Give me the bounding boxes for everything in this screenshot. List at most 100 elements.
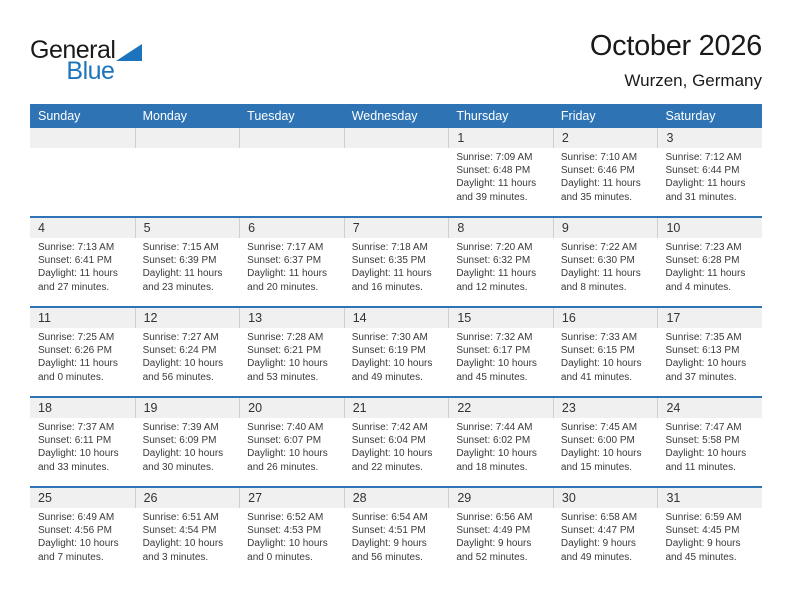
sunrise-text: Sunrise: 7:10 AM	[560, 152, 638, 163]
day-number	[134, 128, 240, 148]
daylight-text: Daylight: 10 hours	[456, 358, 537, 370]
sunset-text: Sunset: 6:44 PM	[665, 165, 740, 177]
weekday-header-friday: Friday	[560, 109, 596, 123]
daylight-text: Daylight: 11 hours	[560, 178, 641, 190]
sunset-text: Sunset: 4:47 PM	[560, 525, 635, 537]
daylight-text: Daylight: 11 hours	[665, 178, 746, 190]
sunrise-text: Sunrise: 7:27 AM	[142, 332, 219, 343]
daylight-text-cont: and 31 minutes.	[665, 191, 737, 203]
day-cell-15: 15 Sunrise: 7:32 AM Sunset: 6:17 PM Dayligh…	[448, 308, 553, 396]
day-number: 22	[448, 398, 553, 418]
weekday-header-wednesday: Wednesday	[351, 109, 418, 123]
day-cell-30: 30 Sunrise: 6:58 AM Sunset: 4:47 PM Dayligh…	[552, 488, 658, 576]
sunset-text: Sunset: 6:17 PM	[456, 345, 531, 357]
day-number: 21	[343, 398, 449, 418]
sunset-text: Sunset: 6:35 PM	[351, 255, 426, 267]
day-details: Sunrise: 7:28 AM Sunset: 6:21 PM Daylight:…	[239, 328, 344, 384]
day-number: 2	[552, 128, 658, 148]
day-details: Sunrise: 7:45 AM Sunset: 6:00 PM Daylight:…	[553, 418, 658, 474]
day-number: 18	[30, 398, 135, 418]
sunset-text: Sunset: 6:30 PM	[560, 255, 635, 267]
sunset-text: Sunset: 6:02 PM	[456, 435, 531, 447]
daylight-text-cont: and 16 minutes.	[351, 281, 423, 293]
day-details: Sunrise: 7:10 AM Sunset: 6:46 PM Daylight:…	[553, 148, 658, 204]
page-header: General Blue October 2026 Wurzen, German…	[30, 0, 762, 104]
day-cell-14: 14 Sunrise: 7:30 AM Sunset: 6:19 PM Dayligh…	[343, 308, 449, 396]
daylight-text: Daylight: 10 hours	[351, 358, 433, 370]
sunset-text: Sunset: 6:07 PM	[247, 435, 322, 447]
daylight-text: Daylight: 10 hours	[560, 448, 642, 460]
daylight-text-cont: and 27 minutes.	[38, 281, 110, 293]
day-number: 5	[134, 218, 240, 238]
day-cell-9: 9 Sunrise: 7:22 AM Sunset: 6:30 PM Daylight…	[552, 218, 658, 306]
day-number: 27	[239, 488, 344, 508]
sunrise-text: Sunrise: 7:35 AM	[665, 332, 742, 343]
day-cell-empty	[343, 128, 449, 216]
daylight-text: Daylight: 11 hours	[456, 268, 537, 280]
day-cell-1: 1 Sunrise: 7:09 AM Sunset: 6:48 PM Daylight…	[448, 128, 553, 216]
day-details: Sunrise: 7:09 AM Sunset: 6:48 PM Daylight:…	[448, 148, 553, 204]
weekday-header-thursday: Thursday	[456, 109, 509, 123]
sunrise-text: Sunrise: 7:15 AM	[142, 242, 219, 253]
sunset-text: Sunset: 4:51 PM	[351, 525, 426, 537]
daylight-text-cont: and 33 minutes.	[38, 461, 110, 473]
daylight-text-cont: and 49 minutes.	[560, 551, 633, 563]
day-cell-7: 7 Sunrise: 7:18 AM Sunset: 6:35 PM Daylight…	[343, 218, 449, 306]
daylight-text-cont: and 53 minutes.	[247, 371, 319, 383]
day-cell-31: 31 Sunrise: 6:59 AM Sunset: 4:45 PM Dayligh…	[657, 488, 763, 576]
day-number: 29	[448, 488, 553, 508]
day-details: Sunrise: 7:17 AM Sunset: 6:37 PM Daylight:…	[239, 238, 344, 294]
day-number: 9	[552, 218, 658, 238]
daylight-text: Daylight: 9 hours	[560, 538, 636, 550]
day-details: Sunrise: 6:54 AM Sunset: 4:51 PM Daylight:…	[344, 508, 449, 564]
sunset-text: Sunset: 6:13 PM	[665, 345, 740, 357]
day-number: 14	[343, 308, 449, 328]
daylight-text: Daylight: 11 hours	[38, 358, 118, 370]
sunset-text: Sunset: 6:41 PM	[38, 255, 112, 267]
sunrise-text: Sunrise: 7:25 AM	[38, 332, 115, 343]
day-cell-8: 8 Sunrise: 7:20 AM Sunset: 6:32 PM Daylight…	[448, 218, 553, 306]
day-number: 26	[134, 488, 240, 508]
daylight-text-cont: and 39 minutes.	[456, 191, 528, 203]
day-cell-6: 6 Sunrise: 7:17 AM Sunset: 6:37 PM Daylight…	[239, 218, 344, 306]
daylight-text-cont: and 56 minutes.	[351, 551, 423, 563]
weekday-header-row: Sunday Monday Tuesday Wednesday Thursday Frid…	[30, 104, 762, 128]
day-details: Sunrise: 7:47 AM Sunset: 5:58 PM Daylight:…	[657, 418, 762, 474]
sunrise-text: Sunrise: 7:33 AM	[560, 332, 638, 343]
sunset-text: Sunset: 6:48 PM	[456, 165, 531, 177]
sunrise-text: Sunrise: 7:42 AM	[351, 422, 428, 433]
daylight-text-cont: and 18 minutes.	[456, 461, 528, 473]
day-cell-13: 13 Sunrise: 7:28 AM Sunset: 6:21 PM Dayligh…	[239, 308, 344, 396]
sunrise-text: Sunrise: 7:28 AM	[247, 332, 324, 343]
day-number: 7	[343, 218, 449, 238]
sunrise-text: Sunrise: 7:47 AM	[665, 422, 742, 433]
logo-text-blue: Blue	[66, 57, 115, 85]
day-number: 10	[657, 218, 763, 238]
day-cell-empty	[239, 128, 344, 216]
sunset-text: Sunset: 6:19 PM	[351, 345, 426, 357]
sunrise-text: Sunrise: 7:44 AM	[456, 422, 533, 433]
daylight-text-cont: and 0 minutes.	[38, 371, 104, 383]
day-number: 23	[552, 398, 658, 418]
logo-text-general: General	[30, 36, 116, 64]
day-cell-2: 2 Sunrise: 7:10 AM Sunset: 6:46 PM Daylight…	[552, 128, 658, 216]
daylight-text-cont: and 35 minutes.	[560, 191, 633, 203]
day-number: 19	[134, 398, 240, 418]
day-number: 3	[657, 128, 763, 148]
day-cell-5: 5 Sunrise: 7:15 AM Sunset: 6:39 PM Daylight…	[134, 218, 240, 306]
day-number: 31	[657, 488, 763, 508]
day-number	[239, 128, 344, 148]
weekday-header-tuesday: Tuesday	[247, 109, 295, 123]
sunset-text: Sunset: 4:49 PM	[456, 525, 531, 537]
day-number: 15	[448, 308, 553, 328]
daylight-text: Daylight: 10 hours	[665, 358, 747, 370]
day-details: Sunrise: 7:32 AM Sunset: 6:17 PM Daylight:…	[448, 328, 553, 384]
day-number: 24	[657, 398, 763, 418]
daylight-text-cont: and 3 minutes.	[142, 551, 209, 563]
day-number: 20	[239, 398, 344, 418]
day-cell-3: 3 Sunrise: 7:12 AM Sunset: 6:44 PM Daylight…	[657, 128, 763, 216]
day-cell-27: 27 Sunrise: 6:52 AM Sunset: 4:53 PM Dayligh…	[239, 488, 344, 576]
weekday-header-sunday: Sunday	[38, 109, 81, 123]
logo: General Blue	[30, 36, 143, 85]
day-cell-empty	[134, 128, 240, 216]
